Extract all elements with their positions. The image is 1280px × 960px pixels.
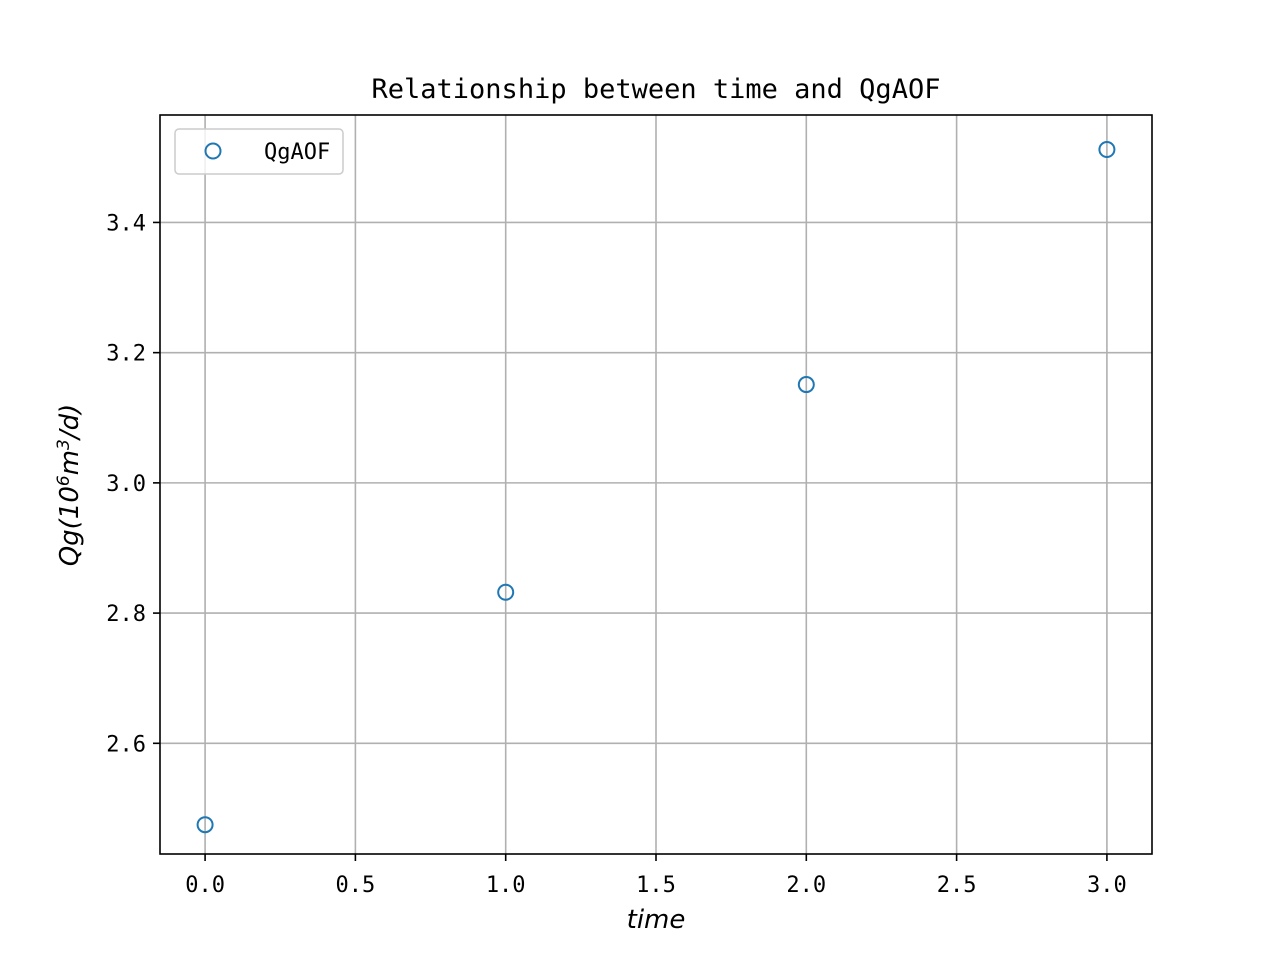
- legend-marker-open-circle: [204, 142, 222, 160]
- x-tick-label: 3.0: [1087, 873, 1127, 898]
- x-tick-label: 0.5: [336, 873, 376, 898]
- y-label-unit: m: [55, 450, 85, 475]
- y-label-exponent-2: 3: [54, 439, 74, 450]
- y-label-exponent-1: 6: [54, 475, 74, 486]
- data-point: [1098, 141, 1116, 159]
- x-tick-label: 2.0: [786, 873, 826, 898]
- data-points: [196, 141, 1116, 834]
- y-tick-label: 3.4: [106, 211, 146, 236]
- y-axis-label: Qg(106m3/d): [54, 404, 85, 567]
- grid: [160, 115, 1152, 854]
- y-tick-label: 2.8: [106, 602, 146, 627]
- y-label-prefix: Qg(10: [55, 486, 85, 566]
- x-tick-label: 1.5: [636, 873, 676, 898]
- y-label-suffix: /d): [55, 404, 85, 441]
- data-point: [196, 816, 214, 834]
- x-tick-label: 2.5: [937, 873, 977, 898]
- chart-title: Relationship between time and QgAOF: [372, 74, 941, 105]
- data-point: [497, 583, 515, 601]
- legend: QgAOF: [174, 128, 344, 175]
- plot-frame: [159, 114, 1153, 855]
- y-tick-label: 3.0: [106, 472, 146, 497]
- y-tick-label: 3.2: [106, 342, 146, 367]
- data-point: [797, 376, 815, 394]
- legend-label: QgAOF: [264, 140, 330, 165]
- x-axis-label: time: [627, 905, 686, 935]
- x-tick-label: 1.0: [486, 873, 526, 898]
- x-tick-label: 0.0: [185, 873, 225, 898]
- legend-box: [174, 128, 344, 175]
- y-tick-label: 2.6: [106, 732, 146, 757]
- axis-ticks: 0.0 0.5 1.0 1.5 2.0 2.5 3.0 2.6 2.8 3.0 3.2 3.4: [106, 211, 1127, 898]
